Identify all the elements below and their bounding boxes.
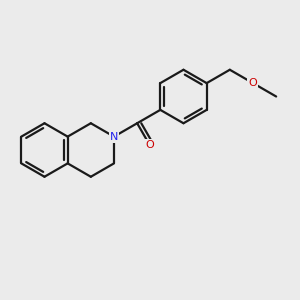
Text: O: O xyxy=(249,78,257,88)
Text: N: N xyxy=(110,132,118,142)
Text: O: O xyxy=(146,140,154,150)
